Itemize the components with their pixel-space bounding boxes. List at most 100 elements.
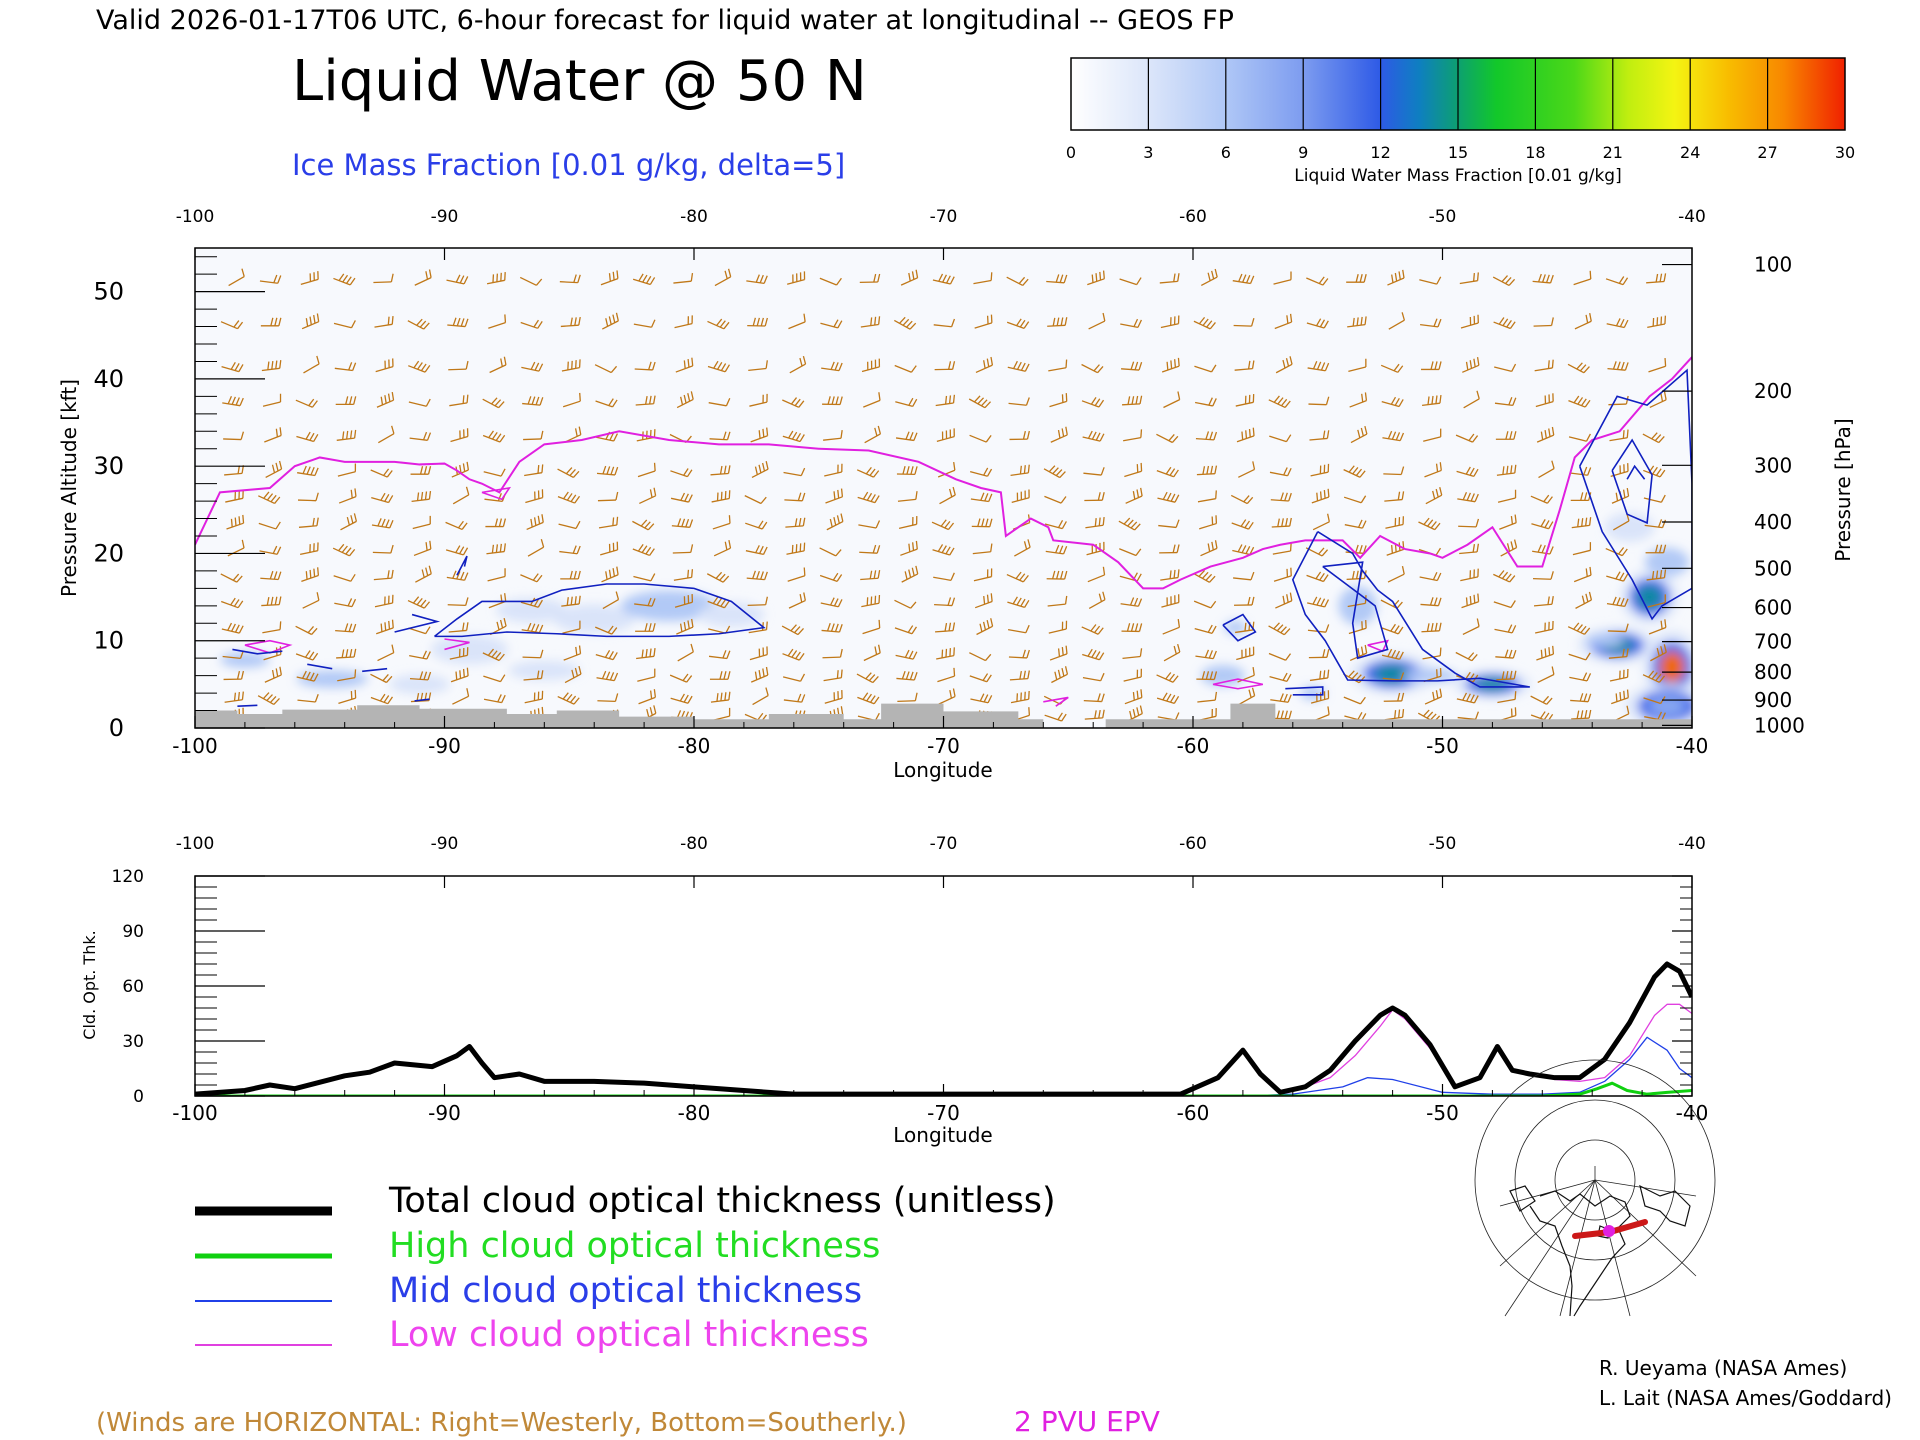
wind-barb (1007, 360, 1030, 372)
wind-barb (597, 693, 619, 703)
wind-barb (447, 597, 469, 607)
wind-barb (1535, 393, 1554, 408)
wind-barb (1049, 393, 1068, 408)
wind-barb (1008, 397, 1030, 406)
wind-barb (596, 670, 619, 682)
wind-barb (1006, 318, 1030, 330)
wind-barb (445, 520, 468, 531)
epv-contour (444, 638, 470, 651)
top-ytick-label: 0 (109, 714, 124, 742)
wind-barb (897, 692, 918, 703)
wind-barb (559, 545, 581, 555)
wind-barb (301, 567, 320, 583)
wind-barb (1234, 596, 1255, 606)
wind-barb (1575, 591, 1593, 609)
wind-barb (450, 428, 469, 443)
liquid-water-cell (1659, 651, 1685, 683)
wind-barb (1007, 596, 1030, 608)
wind-barb (449, 647, 469, 660)
wind-barb (374, 316, 394, 328)
wind-barb (975, 356, 994, 374)
wind-barb (973, 568, 993, 582)
wind-barb (1496, 670, 1517, 681)
wind-barb (1460, 314, 1479, 329)
wind-barb (1648, 619, 1667, 635)
wind-barb (519, 276, 543, 286)
ice-mass-contours (232, 368, 1692, 707)
wind-barb (1084, 709, 1105, 720)
wind-barb (894, 316, 917, 330)
wind-barb (1650, 644, 1667, 662)
liquid-water-cell (431, 635, 508, 664)
wind-barb (297, 694, 319, 703)
wind-barb (1533, 596, 1554, 607)
wind-barb (1536, 426, 1555, 443)
wind-barb (638, 689, 657, 705)
wind-barb (782, 430, 805, 443)
wind-barb (561, 359, 581, 372)
wind-barb (1643, 494, 1666, 503)
wind-barb (675, 357, 694, 373)
wind-barb (259, 274, 282, 284)
wind-barb (1532, 273, 1554, 284)
wind-barb (820, 597, 843, 608)
wind-barb (781, 624, 804, 636)
wind-barb (932, 544, 955, 556)
wind-barb (822, 648, 843, 659)
wind-barb (1343, 465, 1366, 478)
wind-barb (673, 569, 694, 581)
wind-barb (894, 625, 918, 635)
wind-barb (1531, 519, 1554, 530)
wind-barb (969, 652, 992, 662)
top-xtick-label-upper: -80 (680, 207, 708, 227)
wind-barb (1642, 670, 1666, 683)
wind-barb (1457, 491, 1479, 503)
wind-barb (337, 463, 357, 477)
wind-barb (1384, 491, 1405, 502)
wind-barb (415, 565, 432, 583)
wind-barb (1009, 430, 1030, 441)
bottom-xtick-label-upper: -60 (1179, 834, 1207, 854)
wind-barb (370, 693, 394, 705)
wind-barb (782, 673, 806, 682)
wind-barb (371, 518, 394, 529)
wind-barb (787, 567, 806, 582)
wind-barb (1463, 390, 1480, 409)
wind-barb (409, 650, 431, 660)
wind-barb (823, 430, 843, 441)
wind-barb (557, 491, 581, 504)
wind-barb (1044, 712, 1067, 722)
wind-barb (1195, 431, 1218, 441)
wind-barb (1118, 517, 1141, 531)
ice-label: Ice Mass Fraction [0.01 g/kg, delta=5] (292, 148, 845, 182)
wind-barb (637, 668, 656, 682)
wind-barb (561, 595, 581, 607)
wind-barb (1573, 566, 1592, 583)
wind-barb (859, 544, 881, 554)
bottom-xtick-label: -50 (1426, 1101, 1459, 1125)
colorbar-tick-label: 12 (1370, 143, 1390, 162)
wind-barb (448, 622, 469, 633)
wind-barb (1459, 272, 1479, 285)
wind-barb (340, 513, 358, 531)
wind-barb (1232, 273, 1255, 285)
top-ylabel-right: Pressure [hPa] (1831, 418, 1855, 561)
wind-barb (408, 398, 431, 407)
wind-barb (1421, 394, 1442, 407)
wind-barb (1493, 600, 1516, 609)
wind-barb (1156, 692, 1180, 704)
wind-barb (265, 460, 283, 479)
wind-barb (409, 431, 432, 441)
top-ytick-label: 30 (93, 452, 124, 480)
ice-contour (1578, 368, 1692, 621)
ice-contour (362, 667, 388, 673)
wind-barb (1388, 312, 1406, 330)
wind-barb (1045, 544, 1068, 555)
wind-barb (1535, 620, 1554, 634)
wind-barb (1123, 429, 1143, 442)
wind-barb (1311, 488, 1330, 504)
wind-barb (228, 268, 245, 287)
bottom-xtick-label: -90 (428, 1101, 461, 1125)
wind-barb (1273, 271, 1292, 285)
wind-barb (894, 364, 917, 373)
